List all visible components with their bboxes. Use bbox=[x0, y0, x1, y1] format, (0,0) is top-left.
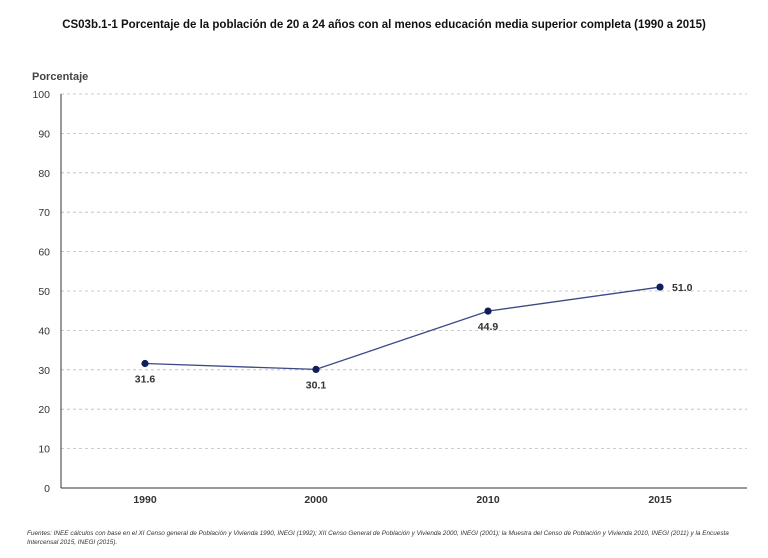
series-line-path bbox=[144, 286, 661, 371]
data-point bbox=[656, 283, 664, 291]
gridlines bbox=[61, 93, 747, 450]
data-point bbox=[312, 365, 320, 374]
y-tick-label: 90 bbox=[38, 128, 50, 140]
data-label: 30.1 bbox=[306, 379, 327, 391]
y-tick-labels: 0 10 20 30 40 50 60 70 80 90 100 bbox=[32, 89, 50, 495]
data-point bbox=[484, 307, 492, 315]
y-tick-label: 70 bbox=[38, 207, 50, 219]
y-tick-label: 20 bbox=[38, 404, 50, 416]
x-tick-label: 1990 bbox=[133, 494, 157, 506]
y-tick-label: 30 bbox=[38, 365, 50, 377]
data-label: 44.9 bbox=[478, 321, 499, 333]
x-tick-label: 2015 bbox=[648, 494, 672, 506]
x-tick-label: 2010 bbox=[476, 494, 500, 506]
y-tick-label: 100 bbox=[32, 89, 50, 101]
x-tick-label: 2000 bbox=[304, 494, 328, 506]
axes bbox=[60, 94, 747, 489]
y-tick-label: 80 bbox=[38, 168, 50, 180]
series-line bbox=[144, 286, 661, 371]
source-footnote: Fuentes: INEE cálculos con base en el XI… bbox=[27, 530, 729, 546]
y-tick-label: 60 bbox=[38, 247, 50, 259]
y-tick-label: 50 bbox=[38, 286, 50, 298]
y-tick-label: 0 bbox=[44, 483, 50, 495]
y-tick-label: 40 bbox=[38, 325, 50, 337]
y-axis-label: Porcentaje bbox=[32, 71, 88, 83]
x-tick-labels: 1990 2000 2010 2015 bbox=[133, 494, 672, 506]
data-point bbox=[141, 359, 149, 368]
data-points bbox=[141, 283, 664, 374]
y-tick-label: 10 bbox=[38, 444, 50, 456]
data-label: 51.0 bbox=[672, 282, 693, 294]
chart-title: CS03b.1-1 Porcentaje de la población de … bbox=[62, 19, 706, 31]
data-labels: 31.6 30.1 44.9 51.0 bbox=[135, 282, 693, 391]
data-label: 31.6 bbox=[135, 373, 156, 385]
